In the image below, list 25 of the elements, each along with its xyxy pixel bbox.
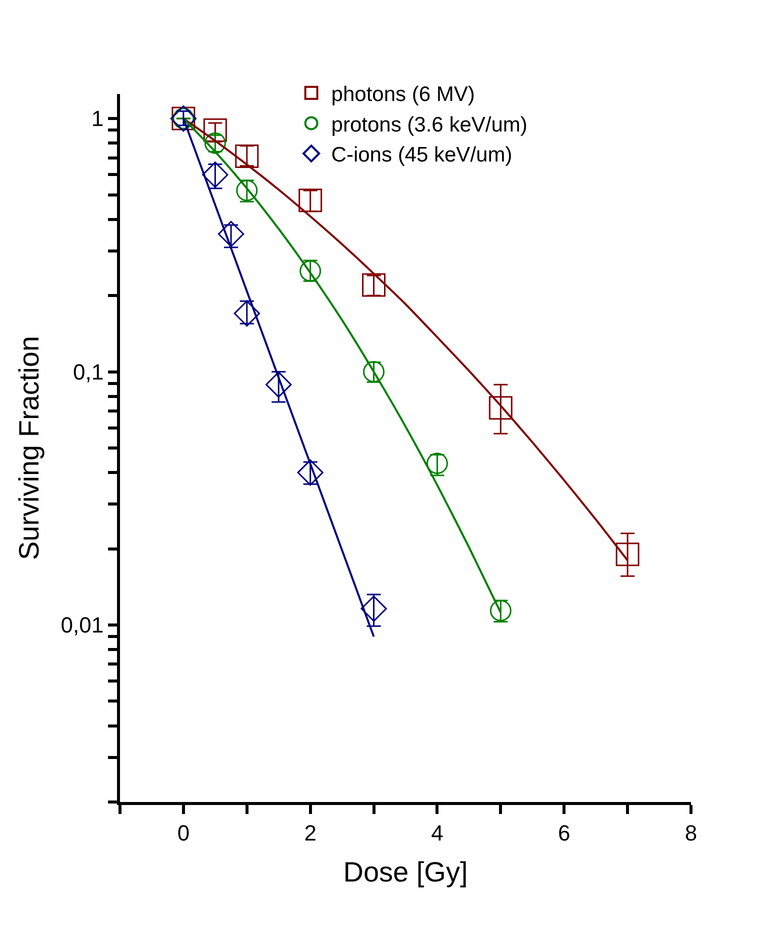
point (202, 162, 228, 188)
legend-label: protons (3.6 keV/um) (331, 113, 528, 136)
legend-label: C-ions (45 keV/um) (331, 144, 512, 167)
y-tick-label: 0,1 (73, 359, 104, 384)
point (203, 118, 227, 142)
y-axis-title: Surviving Fraction (13, 336, 44, 560)
point (234, 300, 260, 327)
point (488, 396, 512, 420)
point (235, 144, 259, 168)
x-tick-label: 6 (558, 820, 570, 846)
legend-label: photons (6 MV) (331, 83, 475, 106)
y-tick-label: 1 (91, 106, 104, 132)
point (298, 188, 322, 212)
point (362, 273, 386, 297)
point (297, 459, 324, 486)
point (360, 596, 387, 622)
point (218, 220, 244, 248)
point (266, 371, 292, 398)
x-tick-label: 2 (304, 820, 316, 846)
x-tick-label: 0 (177, 820, 190, 846)
point (616, 542, 640, 566)
x-tick-label: 4 (431, 820, 444, 846)
x-axis-title: Dose [Gy] (343, 856, 468, 888)
x-tick-label: 8 (684, 820, 698, 846)
y-tick-label: 0,01 (60, 612, 104, 638)
